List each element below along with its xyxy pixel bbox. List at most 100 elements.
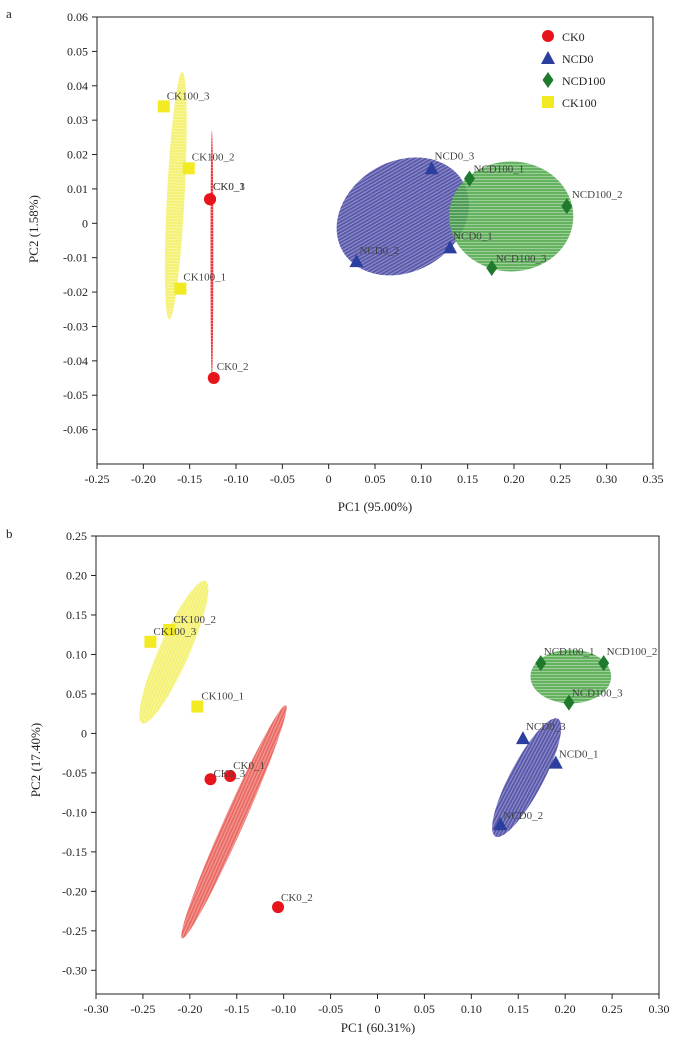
- panel-b-point-ncd0-1: [548, 755, 563, 769]
- panel-a-letter: a: [6, 6, 12, 21]
- panel-b-x-tick-label: 0.20: [555, 1002, 576, 1016]
- panel-b-x-tick-label: -0.15: [224, 1002, 249, 1016]
- panel-a-legend-marker-ncd100: [542, 72, 554, 88]
- panel-b-y-ticks: -0.30 -0.25 -0.20 -0.15 -0.10 -0.05 0 0.05 0.10 0…: [62, 529, 96, 977]
- panel-a-x-tick-label: 0.20: [504, 472, 525, 486]
- panel-a-point-label-ncd0-3: NCD0_3: [435, 150, 475, 162]
- panel-b-point-label-ncd0-3: NCD0_3: [526, 721, 566, 733]
- panel-b-chart: b -0.30 -0.25 -0.20 -0.15 -0.10 -0.05 0 0.05 0.1…: [6, 526, 670, 1035]
- panel-a-point-label-ck0-1: CK0_1: [213, 181, 245, 193]
- panel-b-letter: b: [6, 526, 13, 541]
- panel-b-point-ck0-3: [204, 773, 217, 786]
- panel-a-legend-label-ncd100: NCD100: [562, 74, 605, 88]
- panel-a-y-tick-label: 0.04: [67, 79, 88, 93]
- panel-a-legend-marker-ck0: [542, 30, 554, 42]
- panel-a-x-tick-label: -0.10: [224, 472, 249, 486]
- panel-a-y-ticks: -0.06 -0.05 -0.04 -0.03 -0.02 -0.01 0 0.01 0.02 0…: [63, 10, 97, 437]
- panel-a-point-label-ck0-2: CK0_2: [217, 361, 249, 373]
- panel-b-x-tick-label: 0: [375, 1002, 381, 1016]
- panel-a-legend-label-ncd0: NCD0: [562, 52, 593, 66]
- panel-a-x-axis-label: PC1 (95.00%): [338, 499, 412, 514]
- panel-a-x-tick-label: 0.25: [550, 472, 571, 486]
- panel-b-x-axis-label: PC1 (60.31%): [341, 1020, 415, 1035]
- panel-b-x-tick-label: -0.05: [318, 1002, 343, 1016]
- panel-a-legend: CK0 NCD0 NCD100 CK100: [541, 30, 605, 110]
- panel-b-y-tick-label: -0.05: [62, 766, 87, 780]
- panel-a-y-tick-label: 0.03: [67, 113, 88, 127]
- panel-a-y-tick-label: -0.01: [63, 251, 88, 265]
- panel-b-x-tick-label: -0.30: [84, 1002, 109, 1016]
- panel-a-point-ck100-1: [174, 282, 187, 295]
- panel-b-point-label-ncd100-3: NCD100_3: [572, 688, 623, 700]
- panel-b-point-ncd0-2: [493, 817, 508, 831]
- panel-a-point-ncd100-2: [561, 198, 573, 215]
- panel-b-x-tick-label: 0.10: [461, 1002, 482, 1016]
- panel-b-ellipse-stripes-ck0: [181, 705, 287, 939]
- panel-a-x-tick-label: 0.30: [596, 472, 617, 486]
- panel-a-point-label-ncd100-1: NCD100_1: [474, 164, 525, 176]
- panel-b-ellipses: [139, 580, 612, 939]
- panel-a-y-tick-label: 0.01: [67, 182, 88, 196]
- panel-a-y-tick-label: -0.04: [63, 354, 88, 368]
- panel-a-legend-label-ck0: CK0: [562, 30, 585, 44]
- panel-b-point-label-ck0-3: CK0_3: [213, 768, 245, 780]
- panel-a-x-tick-label: 0.05: [365, 472, 386, 486]
- panel-a-y-axis-label: PC2 (1.58%): [26, 195, 41, 263]
- panel-a-ellipse-stripes-ck100: [164, 72, 187, 320]
- panel-b-y-axis-label: PC2 (17.40%): [28, 723, 43, 797]
- panel-b-y-tick-label: 0.10: [66, 647, 87, 661]
- panel-b-x-tick-label: 0.15: [508, 1002, 529, 1016]
- panel-a-ellipse-stripes-ck0: [210, 130, 214, 379]
- panel-a-point-ck0-2: [207, 372, 220, 385]
- panel-b-point-ncd100-2: [598, 655, 610, 672]
- panel-a-point-label-ck0-3: CK0_3: [213, 181, 245, 193]
- panel-b-point-ck100-2: [163, 623, 176, 636]
- panel-a-point-label-ncd100-2: NCD100_2: [572, 189, 623, 201]
- panel-b-x-tick-label: -0.20: [177, 1002, 202, 1016]
- panel-b-x-tick-label: 0.25: [602, 1002, 623, 1016]
- panel-a-point-ck100-2: [182, 162, 195, 175]
- panel-b-y-tick-label: 0: [81, 726, 87, 740]
- panel-a-y-tick-label: -0.06: [63, 423, 88, 437]
- panel-a-x-tick-label: -0.15: [177, 472, 202, 486]
- panel-a-point-labels: CK0_1CK0_3CK0_2NCD0_3NCD0_2NCD0_1NCD100_…: [167, 90, 623, 373]
- panel-a-x-ticks: -0.25 -0.20 -0.15 -0.10 -0.05 0 0.05 0.10 0.15 0.…: [85, 464, 664, 486]
- panel-b-ellipse-stripes-ck100: [139, 580, 209, 724]
- panel-b-x-tick-label: 0.30: [649, 1002, 670, 1016]
- panel-b-x-tick-label: -0.10: [271, 1002, 296, 1016]
- panel-a-y-tick-label: 0.02: [67, 148, 88, 162]
- panel-b-y-tick-label: -0.15: [62, 845, 87, 859]
- panel-b-y-tick-label: -0.20: [62, 884, 87, 898]
- panel-a-ellipses: [164, 72, 574, 379]
- panel-a-legend-label-ck100: CK100: [562, 96, 597, 110]
- panel-a-point-ck100-3: [157, 100, 170, 113]
- panel-b-ellipse-stripes-ncd100: [530, 649, 612, 704]
- panel-b-points: [144, 623, 610, 914]
- panel-b-y-tick-label: 0.05: [66, 687, 87, 701]
- panel-b-point-label-ck0-2: CK0_2: [281, 892, 313, 904]
- panel-a-x-tick-label: 0.10: [411, 472, 432, 486]
- panel-b-point-label-ck100-2: CK100_2: [173, 614, 216, 626]
- panel-b-point-label-ncd0-2: NCD0_2: [503, 810, 543, 822]
- panel-b-point-label-ncd100-2: NCD100_2: [607, 646, 658, 658]
- panel-a-point-ncd0-2: [349, 254, 364, 268]
- panel-a-y-tick-label: 0.06: [67, 10, 88, 24]
- panel-b-y-tick-label: -0.25: [62, 924, 87, 938]
- panel-a-point-label-ncd100-3: NCD100_3: [496, 253, 547, 265]
- panel-a-x-tick-label: 0.15: [457, 472, 478, 486]
- panel-b-point-label-ck100-3: CK100_3: [153, 626, 196, 638]
- panel-a-legend-marker-ck100: [542, 96, 554, 108]
- panel-b-point-ck0-2: [272, 901, 285, 914]
- panel-a-x-tick-label: -0.20: [131, 472, 156, 486]
- panel-b-x-ticks: -0.30 -0.25 -0.20 -0.15 -0.10 -0.05 0 0.05 0.10 0…: [84, 994, 670, 1016]
- panel-b-point-ncd0-3: [515, 731, 530, 745]
- panel-a-point-label-ncd0-2: NCD0_2: [359, 245, 399, 257]
- panel-b-y-tick-label: -0.10: [62, 805, 87, 819]
- panel-a-point-label-ncd0-1: NCD0_1: [453, 230, 493, 242]
- panel-a-point-ncd0-3: [424, 161, 439, 175]
- panel-a-y-tick-label: 0: [82, 216, 88, 230]
- panel-a-point-ck0-3: [204, 193, 217, 206]
- panel-a-x-tick-label: 0: [326, 472, 332, 486]
